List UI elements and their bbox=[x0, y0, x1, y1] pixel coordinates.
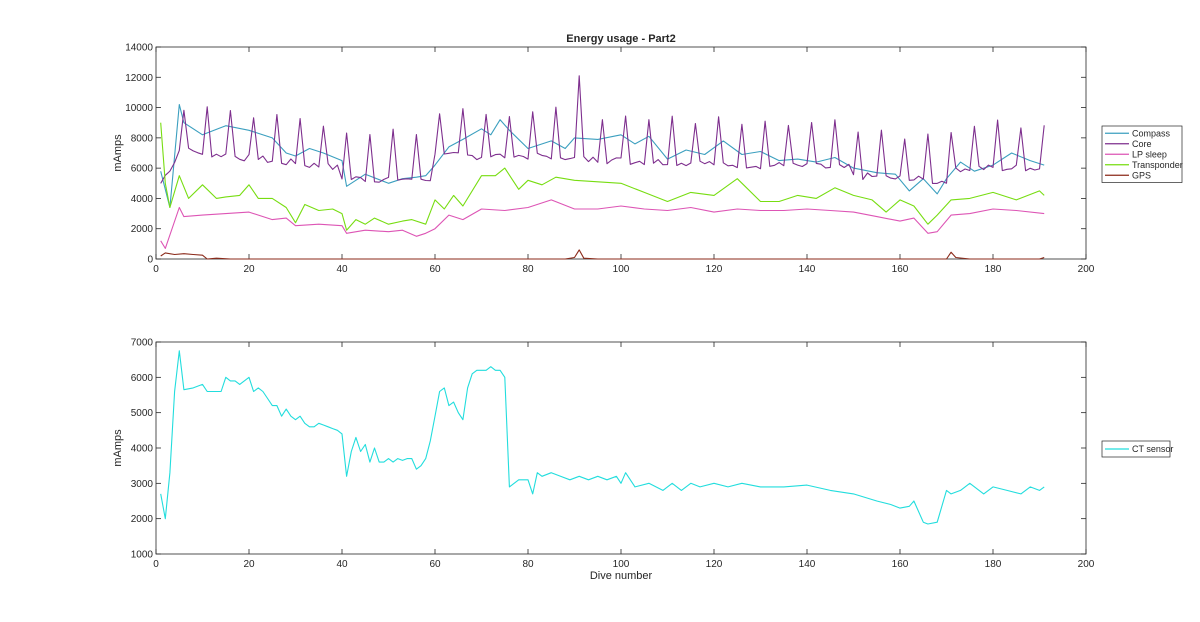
series-line-gps bbox=[160, 249, 1045, 260]
legend-label: Compass bbox=[1132, 128, 1171, 138]
series-line-lp-sleep bbox=[160, 199, 1045, 249]
x-tick-label: 120 bbox=[706, 559, 723, 570]
x-tick-label: 0 bbox=[153, 559, 159, 570]
y-tick-label: 2000 bbox=[131, 514, 154, 525]
x-tick-label: 20 bbox=[243, 559, 255, 570]
x-tick-label: 60 bbox=[429, 559, 441, 570]
x-tick-label: 140 bbox=[799, 559, 816, 570]
series-line-transponder bbox=[160, 122, 1045, 231]
legend-label: GPS bbox=[1132, 170, 1151, 180]
x-tick-label: 100 bbox=[613, 264, 630, 275]
legend-label: Core bbox=[1132, 139, 1152, 149]
x-tick-label: 140 bbox=[799, 264, 816, 275]
y-tick-label: 4000 bbox=[131, 444, 154, 455]
y-tick-label: 14000 bbox=[125, 43, 153, 54]
x-axis-label: Dive number bbox=[590, 570, 653, 582]
x-tick-label: 180 bbox=[985, 264, 1002, 275]
y-tick-label: 4000 bbox=[131, 194, 154, 205]
x-tick-label: 160 bbox=[892, 264, 909, 275]
x-tick-label: 100 bbox=[613, 559, 630, 570]
y-tick-label: 3000 bbox=[131, 479, 154, 490]
legend-label: Transponder bbox=[1132, 160, 1183, 170]
x-tick-label: 200 bbox=[1078, 559, 1095, 570]
y-axis-label: mAmps bbox=[112, 429, 124, 467]
y-axis-label: mAmps bbox=[112, 134, 124, 172]
y-tick-label: 0 bbox=[147, 255, 153, 266]
x-tick-label: 180 bbox=[985, 559, 1002, 570]
x-tick-label: 80 bbox=[522, 559, 534, 570]
y-tick-label: 6000 bbox=[131, 164, 154, 175]
y-tick-label: 5000 bbox=[131, 408, 154, 419]
bottom-axes: 0 20 40 60 80 100 120 140 160 180 200 1000 2000 3000 4… bbox=[112, 338, 1173, 583]
y-tick-label: 6000 bbox=[131, 373, 154, 384]
x-tick-label: 0 bbox=[153, 264, 159, 275]
chart-title: Energy usage - Part2 bbox=[566, 33, 675, 45]
legend-label: CT sensor bbox=[1132, 444, 1173, 454]
legend-box bbox=[1101, 440, 1171, 458]
y-tick-label: 2000 bbox=[131, 224, 154, 235]
plot-area bbox=[155, 341, 1087, 555]
top-axes: 0 20 40 60 80 100 120 140 160 180 2000200040006000… bbox=[112, 33, 1183, 275]
series-line-core bbox=[160, 75, 1045, 184]
series-line-compass bbox=[160, 103, 1045, 209]
y-tick-label: 10000 bbox=[125, 103, 153, 114]
x-tick-label: 40 bbox=[336, 264, 348, 275]
legend-label: LP sleep bbox=[1132, 149, 1167, 159]
x-tick-label: 20 bbox=[243, 264, 255, 275]
series-line-ct-sensor bbox=[160, 350, 1045, 525]
y-tick-label: 1000 bbox=[131, 550, 154, 561]
x-tick-label: 60 bbox=[429, 264, 441, 275]
y-tick-label: 12000 bbox=[125, 73, 153, 84]
y-tick-label: 7000 bbox=[131, 338, 154, 349]
x-tick-label: 80 bbox=[522, 264, 534, 275]
y-tick-label: 8000 bbox=[131, 133, 154, 144]
x-tick-label: 160 bbox=[892, 559, 909, 570]
x-tick-label: 120 bbox=[706, 264, 723, 275]
x-tick-label: 40 bbox=[336, 559, 348, 570]
x-tick-label: 200 bbox=[1078, 264, 1095, 275]
